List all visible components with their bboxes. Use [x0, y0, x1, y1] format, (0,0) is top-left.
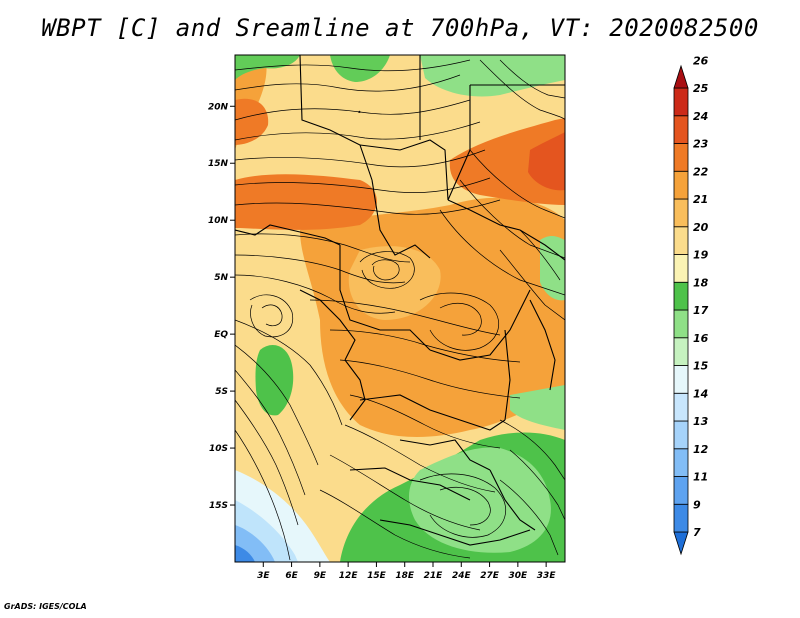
streamlines — [235, 59, 565, 561]
colorbar-swatch — [673, 337, 689, 366]
longitude-axis: 3E 6E 9E 12E 15E 18E 21E 24E 27E 30E 33E — [257, 562, 556, 581]
colorbar-swatch — [673, 309, 689, 339]
colorbar-label: 9 — [693, 498, 701, 511]
colorbar-swatch — [673, 448, 689, 477]
colorbar-label: 18 — [693, 276, 709, 289]
map-frame — [234, 54, 566, 563]
colorbar-label: 16 — [693, 332, 709, 345]
colorbar-swatch — [673, 170, 689, 200]
colorbar-label: 12 — [693, 443, 709, 456]
colorbar-label: 21 — [693, 193, 708, 206]
colorbar-label: 23 — [693, 138, 709, 151]
latitude-axis: 20N 15N 10N 5N EQ 5S 10S 15S — [208, 102, 235, 511]
colorbar-swatch — [673, 143, 689, 172]
colorbar-label: 22 — [693, 165, 709, 178]
colorbar-label: 20 — [693, 221, 709, 234]
colorbar-swatch — [673, 503, 689, 533]
lon-tick-label: 3E — [257, 571, 270, 581]
lon-tick-label: 15E — [367, 571, 387, 581]
wbpt-green-nw — [235, 55, 300, 80]
colorbar: 7 9 11 12 13 14 15 16 17 18 19 20 21 22 23 24 25 26 — [673, 54, 709, 556]
colorbar-label: 26 — [693, 54, 709, 67]
wbpt-band-sahel-west — [235, 174, 377, 230]
colorbar-swatch — [673, 365, 689, 394]
colorbar-swatch — [673, 254, 689, 283]
colorbar-label: 19 — [693, 249, 709, 262]
lon-tick-label: 30E — [509, 571, 529, 581]
lat-tick-label: 5S — [215, 387, 228, 397]
colorbar-swatch — [673, 476, 689, 505]
colorbar-label: 11 — [693, 471, 708, 484]
lon-tick-label: 18E — [395, 571, 415, 581]
lon-tick-label: 24E — [452, 571, 472, 581]
colorbar-swatch — [673, 281, 689, 311]
colorbar-swatch — [673, 392, 689, 422]
lat-tick-label: 5N — [214, 273, 228, 283]
colorbar-label: 14 — [693, 387, 708, 400]
colorbar-swatch — [673, 226, 689, 255]
colorbar-swatch — [673, 64, 689, 89]
lon-tick-label: 12E — [339, 571, 359, 581]
grads-credit: GrADS: IGES/COLA — [4, 602, 87, 611]
wbpt-green-atlantic — [255, 345, 294, 416]
wbpt-green-ne — [420, 55, 565, 97]
wbpt-band-hot — [528, 132, 565, 191]
wbpt-green-east — [540, 235, 565, 301]
lon-tick-label: 27E — [480, 571, 500, 581]
lat-tick-label: 15N — [208, 159, 229, 169]
colorbar-swatch — [673, 87, 689, 117]
lon-tick-label: 6E — [285, 571, 298, 581]
chart-title: WBPT [C] and Sreamline at 700hPa, VT: 20… — [41, 14, 759, 42]
colorbar-label: 17 — [693, 304, 709, 317]
colorbar-swatch — [673, 198, 689, 228]
lat-tick-label: 10S — [209, 444, 228, 454]
colorbar-label: 25 — [693, 82, 709, 95]
lat-tick-label: EQ — [214, 330, 228, 340]
wbpt-band-nw — [235, 98, 269, 145]
map-plot-area — [235, 55, 565, 562]
colorbar-label: 7 — [693, 526, 701, 539]
wbpt-cold-sw — [235, 545, 255, 562]
wbpt-green-se-coast — [510, 385, 565, 430]
lon-tick-label: 33E — [537, 571, 557, 581]
colorbar-label: 24 — [693, 110, 708, 123]
wbpt-green-north — [330, 55, 390, 82]
lon-tick-label: 21E — [424, 571, 444, 581]
lon-tick-label: 9E — [314, 571, 327, 581]
lat-tick-label: 10N — [208, 216, 229, 226]
wbpt-band-sahel-east — [449, 118, 565, 205]
colorbar-label: 15 — [693, 360, 709, 373]
colorbar-swatch — [673, 420, 689, 450]
colorbar-swatch — [673, 115, 689, 144]
lat-tick-label: 15S — [209, 501, 228, 511]
lat-tick-label: 20N — [208, 102, 229, 112]
country-borders — [235, 55, 565, 546]
colorbar-swatch — [673, 531, 689, 556]
colorbar-label: 13 — [693, 415, 709, 428]
